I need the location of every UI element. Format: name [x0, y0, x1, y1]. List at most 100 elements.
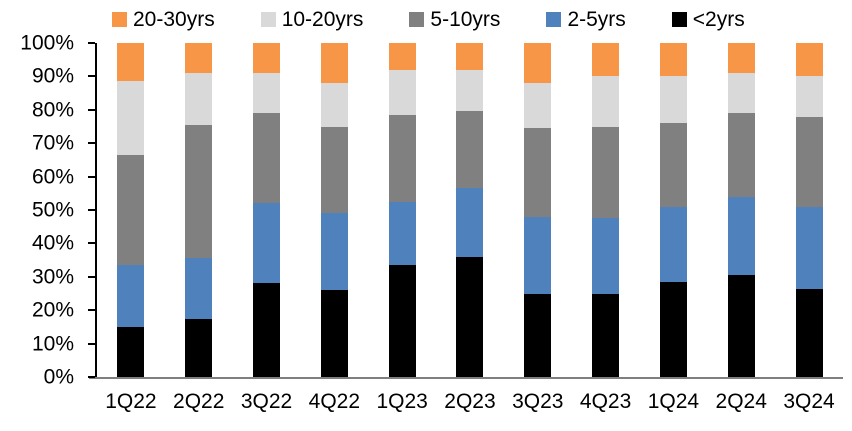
legend-swatch-icon — [546, 11, 562, 27]
bar-segment-20-30yrs — [388, 43, 416, 70]
bar-segment-5-10yrs — [117, 154, 145, 266]
y-axis-tick-mark — [88, 75, 95, 78]
legend-item: <2yrs — [671, 7, 745, 31]
legend-label: 20-30yrs — [133, 7, 215, 31]
x-axis-label: 2Q24 — [715, 390, 767, 413]
bar-segment-10-20yrs — [524, 83, 552, 129]
bar-segment-<2yrs — [253, 283, 281, 377]
y-axis-tick-label: 70% — [31, 131, 74, 155]
legend-item: 2-5yrs — [546, 7, 626, 31]
bar-3Q23 — [524, 43, 552, 377]
y-axis-tick-mark — [88, 342, 95, 345]
bar-segment-20-30yrs — [320, 43, 348, 84]
bar-segment-<2yrs — [659, 281, 687, 377]
y-axis-tick-label: 30% — [31, 265, 74, 289]
legend-item: 10-20yrs — [260, 7, 364, 31]
bar-segment-10-20yrs — [592, 76, 620, 127]
legend: 20-30yrs 10-20yrs 5-10yrs 2-5yrs <2yrs — [112, 5, 745, 33]
y-axis-tick-label: 40% — [31, 231, 74, 255]
bar-segment-20-30yrs — [524, 43, 552, 84]
bar-segment-5-10yrs — [659, 123, 687, 207]
bar-segment-5-10yrs — [456, 111, 484, 189]
bar-segment-10-20yrs — [659, 76, 687, 124]
x-axis-label: 1Q22 — [105, 390, 157, 413]
bar-segment-2-5yrs — [117, 265, 145, 327]
legend-swatch-icon — [671, 11, 687, 27]
bar-segment-2-5yrs — [659, 206, 687, 282]
y-axis-tick-label: 100% — [20, 31, 74, 55]
x-axis-label: 2Q22 — [173, 390, 225, 413]
bar-segment-5-10yrs — [592, 126, 620, 219]
x-axis-label: 3Q22 — [240, 390, 293, 413]
bar-segment-5-10yrs — [388, 114, 416, 202]
x-axis-label: 1Q24 — [647, 390, 700, 413]
bar-1Q24 — [659, 43, 687, 377]
legend-label: <2yrs — [692, 7, 745, 31]
bar-segment-2-5yrs — [388, 201, 416, 266]
x-axis-label: 2Q23 — [444, 390, 496, 413]
y-axis-tick-mark — [88, 209, 95, 211]
y-axis-tick-mark — [88, 242, 95, 245]
y-axis-tick-mark — [88, 108, 95, 111]
y-axis-tick-mark — [88, 175, 95, 178]
bar-segment-10-20yrs — [795, 76, 823, 117]
bar-4Q23 — [592, 43, 620, 377]
y-axis-line — [95, 43, 97, 377]
bar-segment-5-10yrs — [524, 128, 552, 217]
bar-segment-10-20yrs — [253, 73, 281, 114]
x-axis-line — [89, 377, 843, 379]
bar-segment-<2yrs — [524, 293, 552, 377]
y-axis-tick-mark — [88, 309, 95, 312]
bar-segment-10-20yrs — [117, 81, 145, 155]
x-axis-labels: 1Q22 2Q22 3Q22 4Q22 1Q23 2Q23 3Q23 4Q23 1Q24 2Q24… — [97, 389, 843, 414]
bar-1Q23 — [388, 43, 416, 377]
bars-container — [97, 43, 843, 377]
bar-segment-20-30yrs — [592, 43, 620, 77]
bar-segment-20-30yrs — [727, 43, 755, 74]
x-axis-label: 3Q24 — [783, 390, 835, 413]
legend-swatch-icon — [409, 11, 425, 27]
x-axis-label: 3Q23 — [512, 390, 564, 413]
bar-segment-5-10yrs — [727, 113, 755, 197]
x-axis-label: 4Q23 — [579, 390, 632, 413]
bar-segment-20-30yrs — [253, 43, 281, 74]
bar-segment-20-30yrs — [456, 43, 484, 70]
bar-segment-2-5yrs — [727, 196, 755, 276]
legend-label: 2-5yrs — [567, 7, 626, 31]
bar-segment-10-20yrs — [456, 69, 484, 112]
bar-segment-<2yrs — [320, 290, 348, 377]
y-axis-tick-label: 90% — [31, 64, 74, 88]
bar-segment-2-5yrs — [320, 213, 348, 291]
bar-segment-20-30yrs — [117, 43, 145, 82]
bar-segment-20-30yrs — [795, 43, 823, 77]
legend-label: 10-20yrs — [281, 7, 364, 31]
bar-segment-<2yrs — [727, 275, 755, 377]
bar-segment-10-20yrs — [185, 73, 213, 125]
y-axis-tick-mark — [88, 42, 95, 44]
bar-segment-2-5yrs — [524, 216, 552, 294]
bar-1Q22 — [117, 43, 145, 377]
bar-segment-2-5yrs — [456, 188, 484, 257]
y-axis-tick-mark — [88, 142, 95, 145]
bar-segment-20-30yrs — [659, 43, 687, 77]
bar-segment-2-5yrs — [795, 206, 823, 289]
bar-segment-5-10yrs — [795, 116, 823, 207]
legend-item: 20-30yrs — [112, 9, 215, 30]
bar-segment-5-10yrs — [185, 124, 213, 259]
bar-segment-5-10yrs — [253, 113, 281, 204]
bar-2Q24 — [727, 43, 755, 377]
bar-segment-<2yrs — [456, 256, 484, 377]
y-axis-tick-label: 10% — [31, 332, 74, 356]
y-axis-labels: 0% 10% 20% 30% 40% 50% 60% 70% 80% 90% 100% — [0, 33, 74, 388]
bar-2Q23 — [456, 43, 484, 377]
bar-segment-2-5yrs — [185, 258, 213, 319]
bar-segment-20-30yrs — [185, 43, 213, 74]
bar-segment-10-20yrs — [320, 83, 348, 127]
bar-3Q24 — [795, 43, 823, 377]
y-axis-tick-mark — [88, 376, 95, 378]
bar-segment-<2yrs — [795, 288, 823, 377]
bar-segment-10-20yrs — [388, 69, 416, 115]
y-axis-tick-mark — [88, 275, 95, 278]
bar-segment-<2yrs — [185, 318, 213, 377]
